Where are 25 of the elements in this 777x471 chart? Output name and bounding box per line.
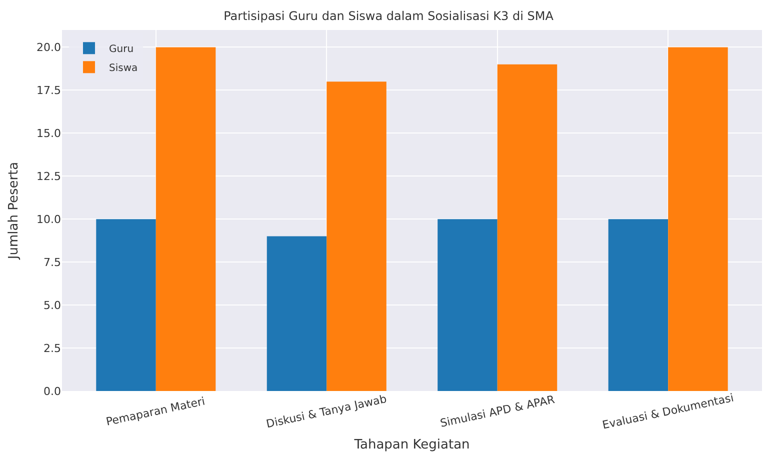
x-tick-label: Pemaparan Materi (104, 394, 206, 428)
bar (266, 236, 327, 391)
y-tick-label: 7.5 (44, 256, 61, 269)
y-tick-label: 10.0 (36, 212, 61, 226)
bar (326, 82, 386, 391)
y-tick-label: 12.5 (36, 170, 61, 183)
y-axis-title: Jumlah Peserta (6, 162, 22, 260)
x-axis-title: Tahapan Kegiatan (353, 438, 470, 453)
bar (668, 47, 728, 391)
x-tick-label: Simulasi APD & APAR (439, 392, 556, 430)
y-tick-label: 5.0 (44, 298, 61, 312)
bar (497, 64, 558, 391)
chart-title: Partisipasi Guru dan Siswa dalam Sosialisasi K3 di SMA (224, 9, 554, 24)
bar (96, 219, 156, 391)
legend-label: Siswa (109, 63, 138, 74)
bar (438, 219, 498, 391)
legend-label: Guru (109, 44, 134, 56)
bar (156, 47, 216, 391)
y-tick-label: 20.0 (36, 41, 61, 54)
y-tick-label: 0.0 (44, 384, 61, 398)
y-tick-label: 17.5 (36, 84, 61, 98)
bar (608, 219, 668, 391)
y-tick-label: 2.5 (44, 342, 61, 355)
y-tick-label: 15.0 (36, 126, 61, 140)
x-tick-label: Diskusi & Tanya Jawab (265, 392, 388, 431)
